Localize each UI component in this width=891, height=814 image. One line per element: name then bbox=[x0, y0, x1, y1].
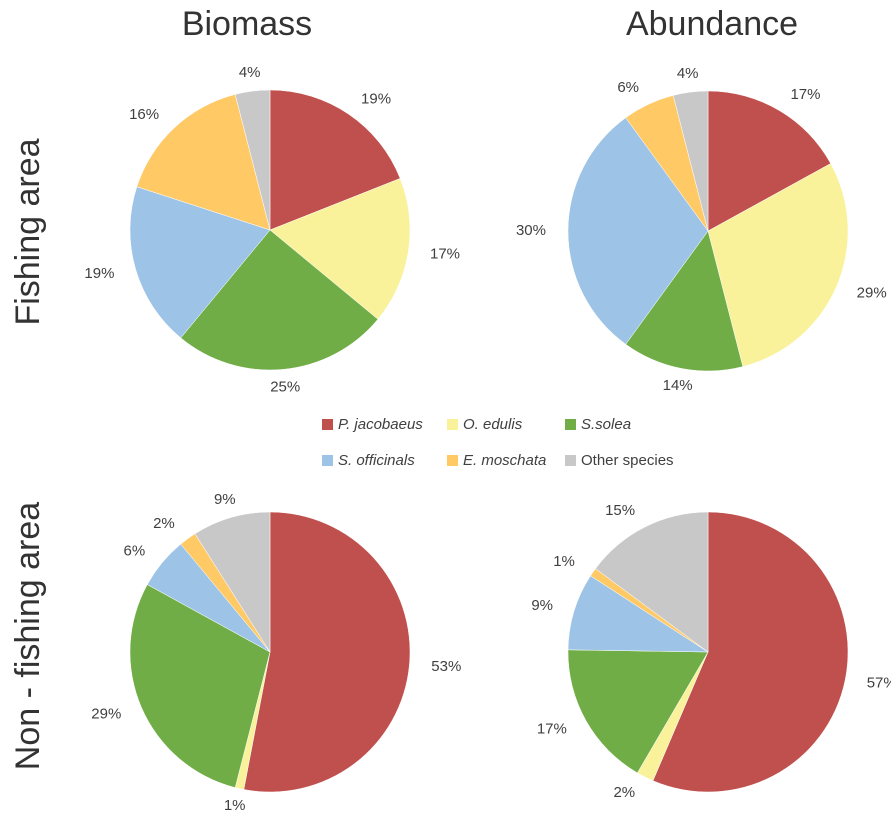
legend-label: S.solea bbox=[581, 416, 631, 433]
slice-label: 14% bbox=[663, 377, 693, 394]
slice-label: 19% bbox=[84, 265, 114, 282]
slice-label: 4% bbox=[677, 65, 699, 82]
slice-label: 15% bbox=[605, 502, 635, 519]
pie-slice bbox=[567, 117, 709, 345]
slice-label: 53% bbox=[431, 658, 461, 675]
pie-slice bbox=[269, 178, 411, 320]
slice-label: 17% bbox=[790, 86, 820, 103]
pie-slice bbox=[269, 89, 401, 231]
row-title: Non - fishing area bbox=[9, 502, 47, 770]
pie-slice bbox=[243, 511, 411, 793]
legend-label: E. moschata bbox=[463, 452, 546, 469]
slice-label: 1% bbox=[553, 553, 575, 570]
legend-swatch bbox=[447, 419, 458, 430]
slice-label: 6% bbox=[617, 79, 639, 96]
pie-slice bbox=[234, 89, 271, 231]
slice-label: 57% bbox=[867, 675, 891, 692]
pie-slice bbox=[567, 649, 709, 774]
pie-slice bbox=[707, 90, 832, 232]
slice-label: 2% bbox=[153, 515, 175, 532]
legend-label: P. jacobaeus bbox=[338, 416, 423, 433]
legend-swatch bbox=[565, 419, 576, 430]
slice-label: 1% bbox=[224, 797, 246, 814]
pie-slice bbox=[595, 511, 709, 653]
slice-label: 29% bbox=[857, 285, 887, 302]
legend-swatch bbox=[565, 455, 576, 466]
slice-label: 2% bbox=[613, 784, 635, 801]
pie-slice bbox=[672, 90, 709, 232]
slice-label: 30% bbox=[516, 222, 546, 239]
legend-swatch bbox=[447, 455, 458, 466]
pie-slice bbox=[129, 584, 271, 788]
slice-label: 9% bbox=[214, 491, 236, 508]
legend-label: S. officinals bbox=[338, 452, 415, 469]
pie-slice bbox=[194, 511, 271, 653]
row-title: Fishing area bbox=[9, 138, 47, 325]
slice-label: 25% bbox=[270, 378, 300, 395]
slice-label: 4% bbox=[239, 64, 261, 81]
legend-label: Other species bbox=[581, 452, 674, 469]
slice-label: 6% bbox=[123, 542, 145, 559]
legend-swatch bbox=[322, 455, 333, 466]
column-title: Abundance bbox=[626, 5, 798, 43]
pie-slice bbox=[625, 230, 744, 372]
slice-label: 9% bbox=[531, 597, 553, 614]
slice-label: 16% bbox=[129, 106, 159, 123]
slice-label: 17% bbox=[430, 246, 460, 263]
pie-slice bbox=[129, 186, 271, 339]
slice-label: 19% bbox=[361, 90, 391, 107]
slice-label: 29% bbox=[91, 706, 121, 723]
slice-label: 17% bbox=[537, 721, 567, 738]
pie-slice bbox=[707, 163, 849, 367]
pie-slice bbox=[136, 94, 271, 231]
pie-slice bbox=[652, 511, 849, 793]
pie-slice bbox=[180, 229, 379, 371]
legend-label: O. edulis bbox=[463, 416, 523, 433]
column-title: Biomass bbox=[182, 5, 312, 43]
legend-swatch bbox=[322, 419, 333, 430]
